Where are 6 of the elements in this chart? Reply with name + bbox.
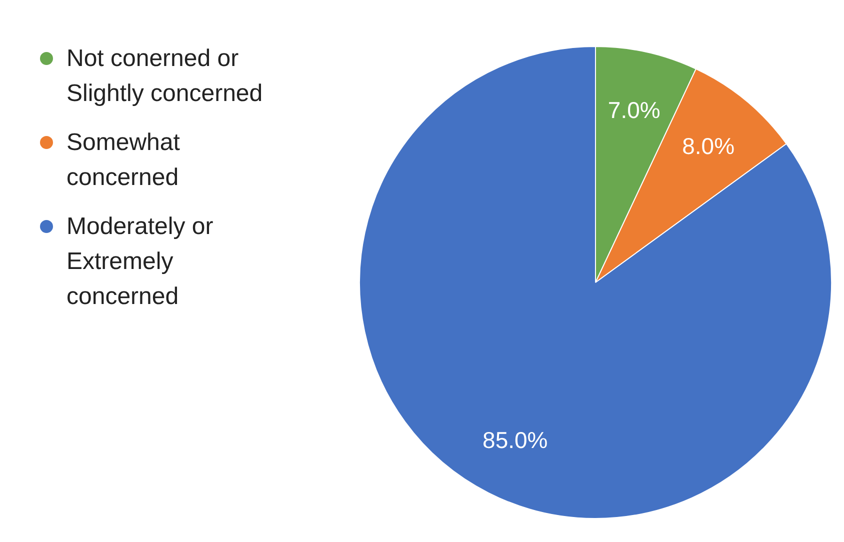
data-label: 85.0% [482,427,548,454]
data-label: 8.0% [682,133,735,160]
legend-label: Moderately or Extremely concerned [66,213,214,310]
legend-label: Somewhat concerned [66,129,180,191]
legend-label: Not conerned or Slightly concerned [66,45,263,107]
data-label: 7.0% [608,96,660,123]
